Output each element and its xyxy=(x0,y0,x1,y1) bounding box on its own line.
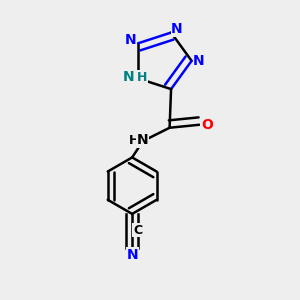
Text: N: N xyxy=(123,70,135,84)
Text: N: N xyxy=(171,22,183,36)
Text: N: N xyxy=(124,33,136,47)
Text: N: N xyxy=(126,248,138,262)
Text: N: N xyxy=(137,133,148,147)
Text: H: H xyxy=(129,134,140,147)
Text: N: N xyxy=(193,54,205,68)
Text: C: C xyxy=(133,224,142,237)
Text: H: H xyxy=(136,71,147,84)
Text: O: O xyxy=(201,118,213,132)
